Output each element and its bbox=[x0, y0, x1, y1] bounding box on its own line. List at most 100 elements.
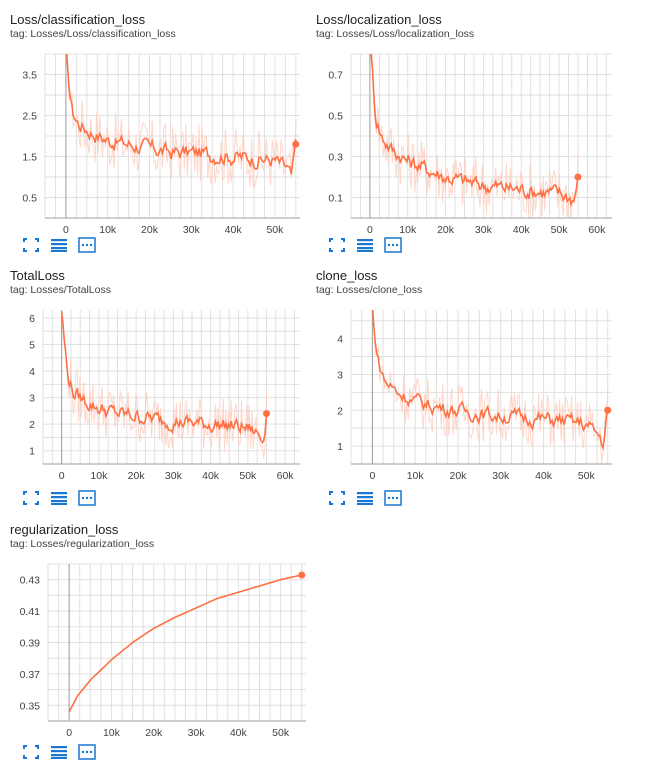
fit-domain-icon[interactable] bbox=[328, 237, 346, 253]
y-tick-label: 0.43 bbox=[20, 575, 41, 587]
chart-plot[interactable]: 0 10k 20k 30k 40k 50k 0.35 0.37 0.39 0.41 0.43 bbox=[10, 556, 310, 741]
x-tick-label: 10k bbox=[407, 470, 425, 482]
chart-card-total-loss: TotalLoss tag: Losses/TotalLoss 0 10k 20k 3… bbox=[10, 268, 310, 513]
chart-title: TotalLoss bbox=[10, 268, 65, 283]
log-scale-icon[interactable] bbox=[356, 237, 374, 253]
x-tick-label: 40k bbox=[225, 224, 243, 234]
x-tick-label: 50k bbox=[266, 224, 284, 234]
x-tick-label: 20k bbox=[449, 470, 467, 482]
y-tick-label: 4 bbox=[29, 366, 35, 378]
data-selection-icon[interactable] bbox=[78, 744, 96, 760]
x-tick-label: 60k bbox=[277, 470, 295, 482]
x-tick-label: 0 bbox=[367, 224, 373, 234]
x-tick-label: 30k bbox=[165, 470, 183, 482]
x-tick-label: 10k bbox=[99, 224, 117, 234]
chart-plot[interactable]: 0 10k 20k 30k 40k 50k 1 2 3 4 bbox=[316, 302, 616, 482]
chart-title: clone_loss bbox=[316, 268, 378, 283]
series-smoothed-line bbox=[370, 54, 579, 208]
chart-plot[interactable]: 0 10k 20k 30k 40k 50k 0.5 1.5 2.5 3.5 bbox=[10, 46, 310, 234]
y-tick-label: 5 bbox=[29, 340, 35, 352]
y-tick-label: 0.41 bbox=[20, 606, 41, 618]
x-tick-label: 30k bbox=[188, 727, 206, 739]
series-smoothed-line bbox=[60, 311, 268, 445]
series-end-point bbox=[604, 406, 612, 414]
x-tick-label: 10k bbox=[90, 470, 108, 482]
x-tick-label: 40k bbox=[513, 224, 531, 234]
x-tick-label: 40k bbox=[202, 470, 220, 482]
chart-tag: tag: Losses/TotalLoss bbox=[10, 284, 111, 296]
x-tick-label: 20k bbox=[128, 470, 146, 482]
y-tick-label: 0.37 bbox=[20, 669, 41, 681]
chart-card-clone-loss: clone_loss tag: Losses/clone_loss 0 10k 20… bbox=[316, 268, 616, 513]
chart-tag: tag: Losses/clone_loss bbox=[316, 284, 423, 296]
x-tick-label: 40k bbox=[535, 470, 553, 482]
y-tick-label: 2 bbox=[337, 405, 343, 417]
chart-card-localization-loss: Loss/localization_loss tag: Losses/Loss/… bbox=[316, 12, 616, 257]
fit-domain-icon[interactable] bbox=[328, 490, 346, 506]
x-tick-label: 60k bbox=[588, 224, 606, 234]
fit-domain-icon[interactable] bbox=[22, 490, 40, 506]
x-tick-label: 50k bbox=[551, 224, 569, 234]
data-selection-icon[interactable] bbox=[384, 490, 402, 506]
series-smoothed-line bbox=[371, 310, 609, 451]
series-end-point bbox=[292, 140, 300, 148]
data-selection-icon[interactable] bbox=[384, 237, 402, 253]
log-scale-icon[interactable] bbox=[50, 490, 68, 506]
x-tick-label: 40k bbox=[230, 727, 248, 739]
x-tick-label: 50k bbox=[272, 727, 290, 739]
y-tick-label: 1.5 bbox=[22, 152, 37, 164]
fit-domain-icon[interactable] bbox=[22, 237, 40, 253]
series-smoothed-line bbox=[65, 54, 297, 175]
x-tick-label: 30k bbox=[475, 224, 493, 234]
x-tick-label: 0 bbox=[66, 727, 72, 739]
y-tick-label: 0.1 bbox=[328, 193, 343, 205]
y-tick-label: 3 bbox=[29, 393, 35, 405]
y-tick-label: 1 bbox=[29, 446, 35, 458]
chart-title: Loss/localization_loss bbox=[316, 12, 442, 27]
chart-title: regularization_loss bbox=[10, 522, 119, 537]
log-scale-icon[interactable] bbox=[356, 490, 374, 506]
x-tick-label: 10k bbox=[399, 224, 417, 234]
chart-tag: tag: Losses/Loss/localization_loss bbox=[316, 28, 475, 40]
y-tick-label: 2.5 bbox=[22, 111, 37, 123]
y-tick-label: 2 bbox=[29, 419, 35, 431]
x-tick-label: 30k bbox=[492, 470, 510, 482]
y-tick-label: 6 bbox=[29, 313, 35, 325]
chart-title: Loss/classification_loss bbox=[10, 12, 146, 27]
x-tick-label: 20k bbox=[437, 224, 455, 234]
chart-card-regularization-loss: regularization_loss tag: Losses/regulari… bbox=[10, 522, 310, 772]
y-tick-label: 1 bbox=[337, 441, 343, 453]
series-end-point bbox=[574, 173, 582, 181]
log-scale-icon[interactable] bbox=[50, 744, 68, 760]
x-tick-label: 20k bbox=[141, 224, 159, 234]
chart-tag: tag: Losses/regularization_loss bbox=[10, 538, 155, 550]
y-tick-label: 0.3 bbox=[328, 152, 343, 164]
y-tick-label: 0.5 bbox=[328, 111, 343, 123]
x-tick-label: 50k bbox=[578, 470, 596, 482]
chart-plot[interactable]: 0 10k 20k 30k 40k 50k 60k 0.1 0.3 0.5 0.7 bbox=[316, 46, 616, 234]
y-tick-label: 4 bbox=[337, 334, 343, 346]
series-end-point bbox=[298, 571, 306, 579]
log-scale-icon[interactable] bbox=[50, 237, 68, 253]
y-tick-label: 0.5 bbox=[22, 193, 37, 205]
y-tick-label: 0.7 bbox=[328, 70, 343, 82]
fit-domain-icon[interactable] bbox=[22, 744, 40, 760]
series-smoothed-line bbox=[68, 574, 302, 712]
x-tick-label: 10k bbox=[103, 727, 121, 739]
x-tick-label: 0 bbox=[59, 470, 65, 482]
chart-plot[interactable]: 0 10k 20k 30k 40k 50k 60k 1 2 3 4 5 6 bbox=[10, 302, 310, 482]
y-tick-label: 3 bbox=[337, 369, 343, 381]
x-tick-label: 30k bbox=[183, 224, 201, 234]
x-tick-label: 50k bbox=[239, 470, 257, 482]
series-end-point bbox=[262, 410, 270, 418]
chart-card-classification-loss: Loss/classification_loss tag: Losses/Los… bbox=[10, 12, 310, 257]
y-tick-label: 0.35 bbox=[20, 700, 41, 712]
x-tick-label: 0 bbox=[369, 470, 375, 482]
chart-tag: tag: Losses/Loss/classification_loss bbox=[10, 28, 176, 40]
data-selection-icon[interactable] bbox=[78, 490, 96, 506]
y-tick-label: 0.39 bbox=[20, 638, 41, 650]
data-selection-icon[interactable] bbox=[78, 237, 96, 253]
x-tick-label: 20k bbox=[145, 727, 163, 739]
y-tick-label: 3.5 bbox=[22, 70, 37, 82]
x-tick-label: 0 bbox=[63, 224, 69, 234]
